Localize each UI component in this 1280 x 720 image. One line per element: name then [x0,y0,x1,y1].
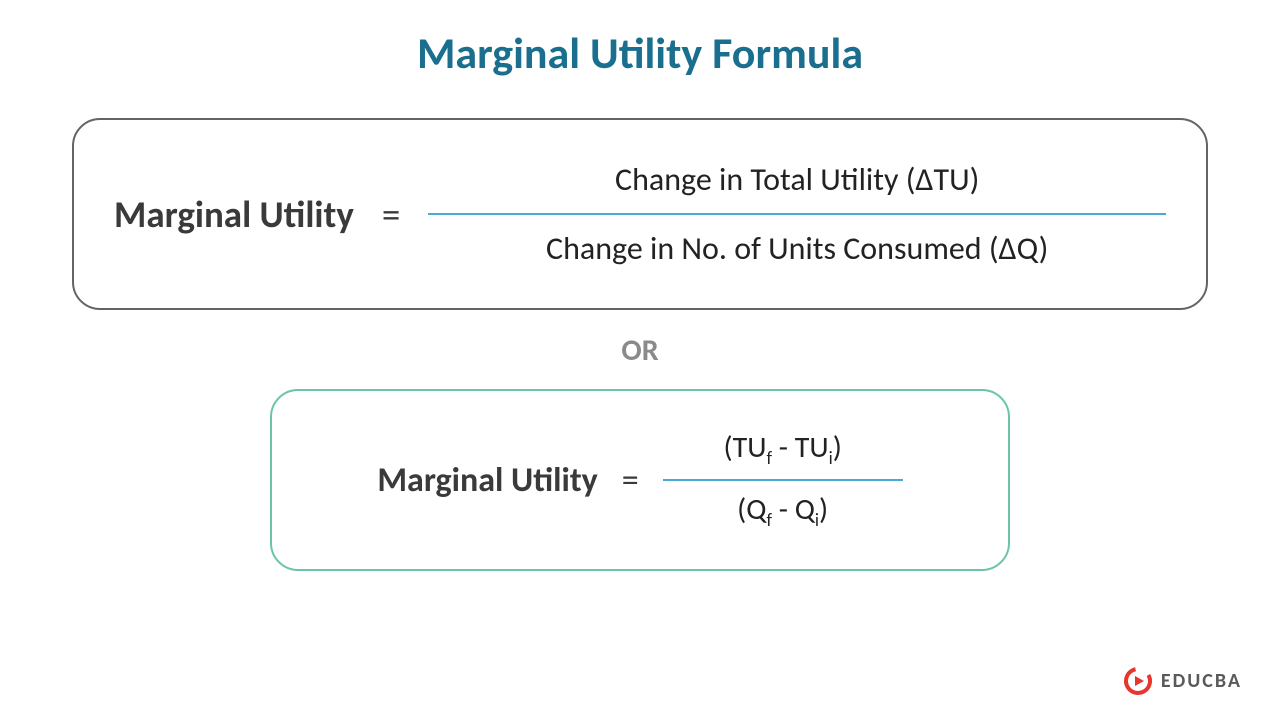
equals-sign-1: = [372,192,410,237]
fraction-2: (TUf - TUi) (Qf - Qi) [663,425,903,535]
page-title: Marginal Utility Formula [0,0,1280,80]
numerator-2: (TUf - TUi) [724,425,842,473]
formula-box-primary: Marginal Utility = Change in Total Utili… [72,118,1208,310]
numerator-1: Change in Total Utility (ΔTU) [615,156,979,203]
fraction-line-1 [428,213,1166,215]
or-separator: OR [0,332,1280,369]
brand-text: EDUCBA [1161,669,1242,693]
formula-box-secondary: Marginal Utility = (TUf - TUi) (Qf - Qi) [270,389,1010,571]
mu-label-2: Marginal Utility [377,460,597,501]
fraction-line-2 [663,479,903,481]
denominator-1: Change in No. of Units Consumed (ΔQ) [546,225,1048,272]
denominator-2: (Qf - Qi) [737,487,828,535]
equals-sign-2: = [612,460,649,501]
educba-icon [1123,666,1153,696]
mu-label-1: Marginal Utility [114,192,354,237]
fraction-1: Change in Total Utility (ΔTU) Change in … [428,156,1166,272]
brand-logo: EDUCBA [1123,666,1242,696]
